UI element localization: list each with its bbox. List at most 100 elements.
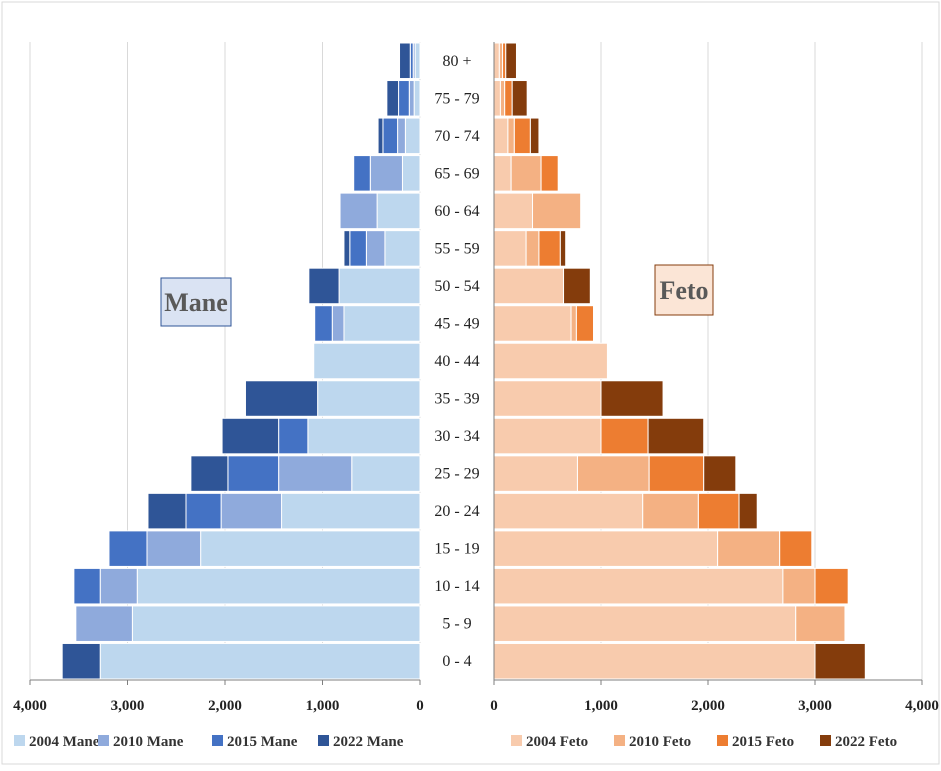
legend-swatch	[717, 735, 728, 746]
bar-feto-2004-45-49	[493, 305, 572, 342]
bar-feto-2022-30-34	[647, 417, 705, 455]
legend-label: 2010 Feto	[629, 734, 691, 750]
bar-mane-2004-20-24	[281, 492, 421, 530]
bar-feto-2010-55-59	[525, 230, 540, 267]
age-group-label: 60 - 64	[434, 203, 479, 220]
bar-feto-2010-20-24	[642, 492, 699, 530]
bar-feto-2022-50-54	[563, 267, 591, 305]
bar-mane-2004-50-54	[338, 267, 421, 305]
bar-mane-2022-80+	[399, 42, 411, 80]
age-group-label: 70 - 74	[434, 128, 479, 145]
labels-layer: 4,000 3,000 2,000 1,000 0 0 1,000 2,000 3,000 4,0…	[13, 53, 939, 714]
legend-label: 2010 Mane	[113, 734, 184, 750]
bar-mane-2004-55-59	[384, 230, 421, 267]
age-group-label: 50 - 54	[434, 278, 479, 295]
bar-mane-2004-60-64	[376, 192, 421, 230]
bar-feto-2010-75-79	[499, 80, 506, 117]
bar-mane-2022-25-29	[190, 455, 229, 492]
bar-mane-2015-70-74	[382, 117, 399, 155]
bar-feto-2010-15-19	[717, 530, 781, 567]
bar-mane-2015-25-29	[227, 455, 280, 492]
bar-mane-2010-20-24	[220, 492, 283, 530]
bar-mane-2022-0-4	[61, 642, 101, 680]
bar-feto-2015-70-74	[513, 117, 531, 155]
bar-feto-2010-60-64	[532, 192, 582, 230]
age-group-label: 35 - 39	[434, 391, 479, 408]
bar-feto-2015-45-49	[575, 305, 595, 342]
bar-mane-2010-5-9	[75, 605, 133, 642]
bar-feto-2022-0-4	[814, 642, 866, 680]
x-tick-label-right: 2,000	[691, 698, 725, 714]
bar-feto-2022-55-59	[559, 230, 567, 267]
bar-mane-2004-40-44	[313, 342, 421, 380]
legend-label: 2015 Mane	[227, 734, 298, 750]
age-group-label: 25 - 29	[434, 466, 479, 483]
bar-feto-2015-25-29	[648, 455, 705, 492]
bar-mane-2015-55-59	[349, 230, 367, 267]
bar-mane-2015-65-69	[353, 155, 371, 192]
bar-mane-2022-55-59	[343, 230, 351, 267]
bar-feto-2004-30-34	[493, 417, 602, 455]
age-group-label: 55 - 59	[434, 240, 479, 257]
age-group-label: 40 - 44	[434, 353, 479, 370]
bar-mane-2004-15-19	[200, 530, 421, 567]
bar-mane-2015-15-19	[108, 530, 148, 567]
bar-mane-2004-65-69	[401, 155, 421, 192]
age-group-label: 15 - 19	[434, 541, 479, 558]
bar-mane-2010-75-79	[408, 80, 415, 117]
bar-feto-2015-75-79	[504, 80, 513, 117]
bar-mane-2004-30-34	[307, 417, 421, 455]
bar-feto-2004-20-24	[493, 492, 644, 530]
bar-feto-2010-65-69	[510, 155, 542, 192]
bar-mane-2022-30-34	[221, 417, 280, 455]
bar-mane-2004-5-9	[131, 605, 421, 642]
x-tick-label-left: 3,000	[111, 698, 145, 714]
bar-feto-2022-35-39	[600, 380, 664, 417]
legend-layer: 2004 Mane 2010 Mane 2015 Mane 2022 Mane 2004…	[14, 734, 897, 750]
x-tick-label-left: 0	[416, 698, 424, 714]
bar-feto-2022-75-79	[511, 80, 528, 117]
legend-label: 2004 Feto	[526, 734, 588, 750]
bar-feto-2004-0-4	[493, 642, 816, 680]
bar-mane-2015-10-14	[73, 567, 101, 605]
age-group-label: 0 - 4	[442, 653, 471, 670]
bar-feto-2015-20-24	[697, 492, 740, 530]
legend-label: 2022 Feto	[835, 734, 897, 750]
bar-feto-2004-60-64	[493, 192, 534, 230]
bar-mane-2022-35-39	[244, 380, 319, 417]
bar-mane-2010-65-69	[369, 155, 403, 192]
age-group-label: 45 - 49	[434, 315, 479, 332]
bar-feto-2010-10-14	[782, 567, 816, 605]
panel-label-box	[654, 264, 714, 316]
legend-swatch	[318, 735, 329, 746]
bar-mane-2022-75-79	[386, 80, 400, 117]
bar-feto-2004-40-44	[493, 342, 608, 380]
bar-feto-2004-55-59	[493, 230, 527, 267]
bar-feto-2004-15-19	[493, 530, 719, 567]
x-tick-label-right: 1,000	[584, 698, 618, 714]
bar-feto-2004-80+	[493, 42, 500, 80]
bar-mane-2010-15-19	[146, 530, 202, 567]
age-group-label: 75 - 79	[434, 90, 479, 107]
bar-mane-2015-75-79	[398, 80, 410, 117]
age-group-label: 5 - 9	[442, 616, 471, 633]
bar-mane-2010-10-14	[99, 567, 138, 605]
bar-mane-2004-80+	[414, 42, 421, 80]
bar-feto-2010-5-9	[795, 605, 846, 642]
x-tick-label-right: 0	[490, 698, 498, 714]
bar-mane-2022-70-74	[377, 117, 384, 155]
x-tick-label-left: 4,000	[13, 698, 47, 714]
bar-feto-2015-30-34	[600, 417, 649, 455]
bar-feto-2004-25-29	[493, 455, 578, 492]
bar-feto-2004-5-9	[493, 605, 797, 642]
x-tick-label-left: 1,000	[306, 698, 340, 714]
panel-label-box	[160, 277, 232, 327]
age-group-label: 10 - 14	[434, 578, 479, 595]
bar-mane-2010-60-64	[339, 192, 378, 230]
legend-label: 2004 Mane	[29, 734, 100, 750]
legend-label: 2015 Feto	[732, 734, 794, 750]
bar-mane-2015-30-34	[278, 417, 309, 455]
